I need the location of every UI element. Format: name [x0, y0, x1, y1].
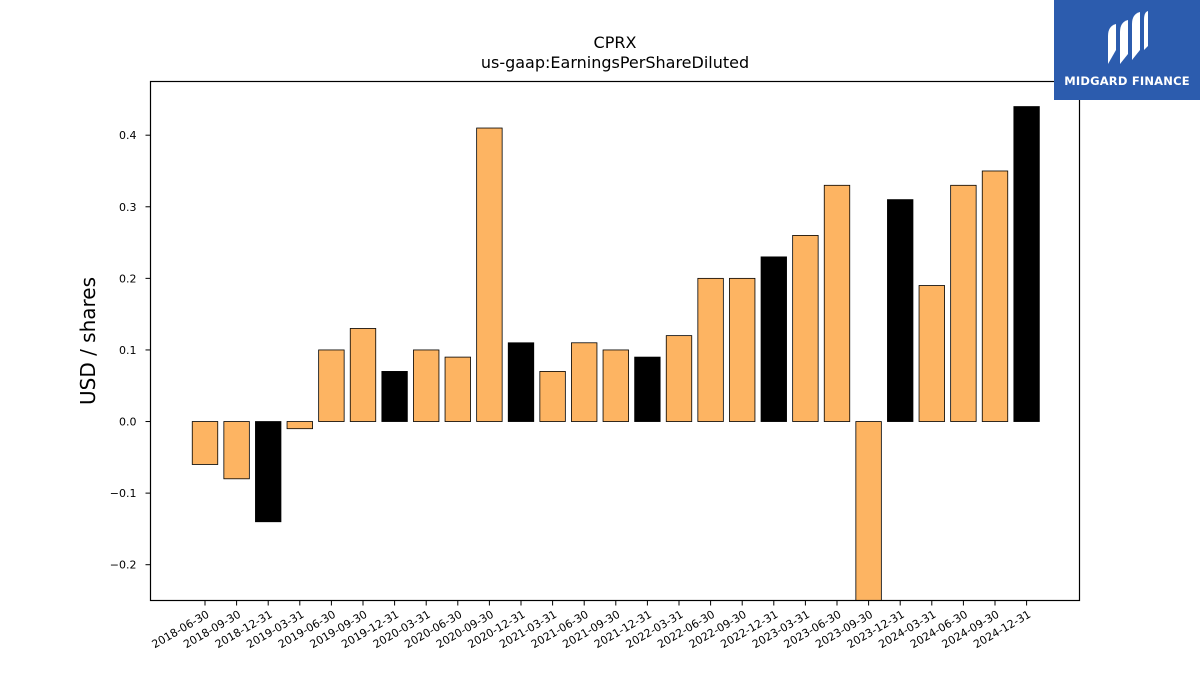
bar-2019-06-30: [318, 349, 345, 422]
bars-layer: [191, 106, 1040, 601]
y-tick-label: 0.2: [119, 272, 137, 285]
bar-2021-03-31: [539, 371, 566, 422]
chart-title: CPRX: [594, 33, 637, 52]
chart-subtitle: us-gaap:EarningsPerShareDiluted: [481, 53, 749, 72]
bar-2022-06-30: [697, 277, 724, 422]
bar-2018-09-30: [223, 421, 250, 480]
bar-2019-09-30: [349, 328, 377, 422]
bar-2020-09-30: [476, 127, 503, 422]
bar-2019-03-31: [286, 421, 313, 430]
bar-2020-03-31: [413, 349, 440, 422]
midgard-logo-icon: [1108, 11, 1148, 64]
y-axis: −0.2 −0.1 0.0 0.1 0.2 0.3 0.4: [110, 129, 151, 572]
bar-2024-09-30: [981, 170, 1009, 422]
y-axis-label: USD / shares: [76, 277, 100, 405]
plot-frame: [149, 80, 1081, 602]
bar-2023-03-31: [792, 235, 819, 422]
brand-logo: MIDGARD FINANCE: [1054, 0, 1200, 100]
bar-2023-09-30: [855, 421, 882, 601]
y-tick-label: 0.0: [119, 416, 137, 429]
bar-2020-12-31: [507, 342, 535, 422]
x-axis: 2018-06-302018-09-302018-12-312019-03-31…: [150, 600, 1033, 651]
bar-2020-06-30: [444, 356, 471, 422]
y-tick-label: −0.2: [110, 559, 137, 572]
bar-2024-12-31: [1013, 106, 1040, 422]
y-tick-label: −0.1: [110, 487, 137, 500]
bar-2022-12-31: [760, 256, 787, 422]
bar-2021-06-30: [571, 342, 598, 422]
bar-2019-12-31: [381, 371, 408, 422]
y-tick-label: 0.3: [119, 201, 137, 214]
bar-2024-03-31: [918, 285, 945, 422]
y-tick-label: 0.1: [119, 344, 137, 357]
bar-2024-06-30: [950, 184, 977, 422]
bar-2023-06-30: [823, 184, 851, 422]
bar-2021-09-30: [602, 349, 629, 422]
bar-2021-12-31: [634, 356, 661, 422]
bar-2022-03-31: [665, 335, 693, 422]
bar-2022-09-30: [729, 277, 756, 422]
y-tick-label: 0.4: [119, 129, 137, 142]
bar-2018-12-31: [255, 421, 282, 523]
logo-text: MIDGARD FINANCE: [1064, 74, 1190, 88]
bar-2023-12-31: [887, 199, 914, 422]
bar-2018-06-30: [191, 421, 219, 465]
